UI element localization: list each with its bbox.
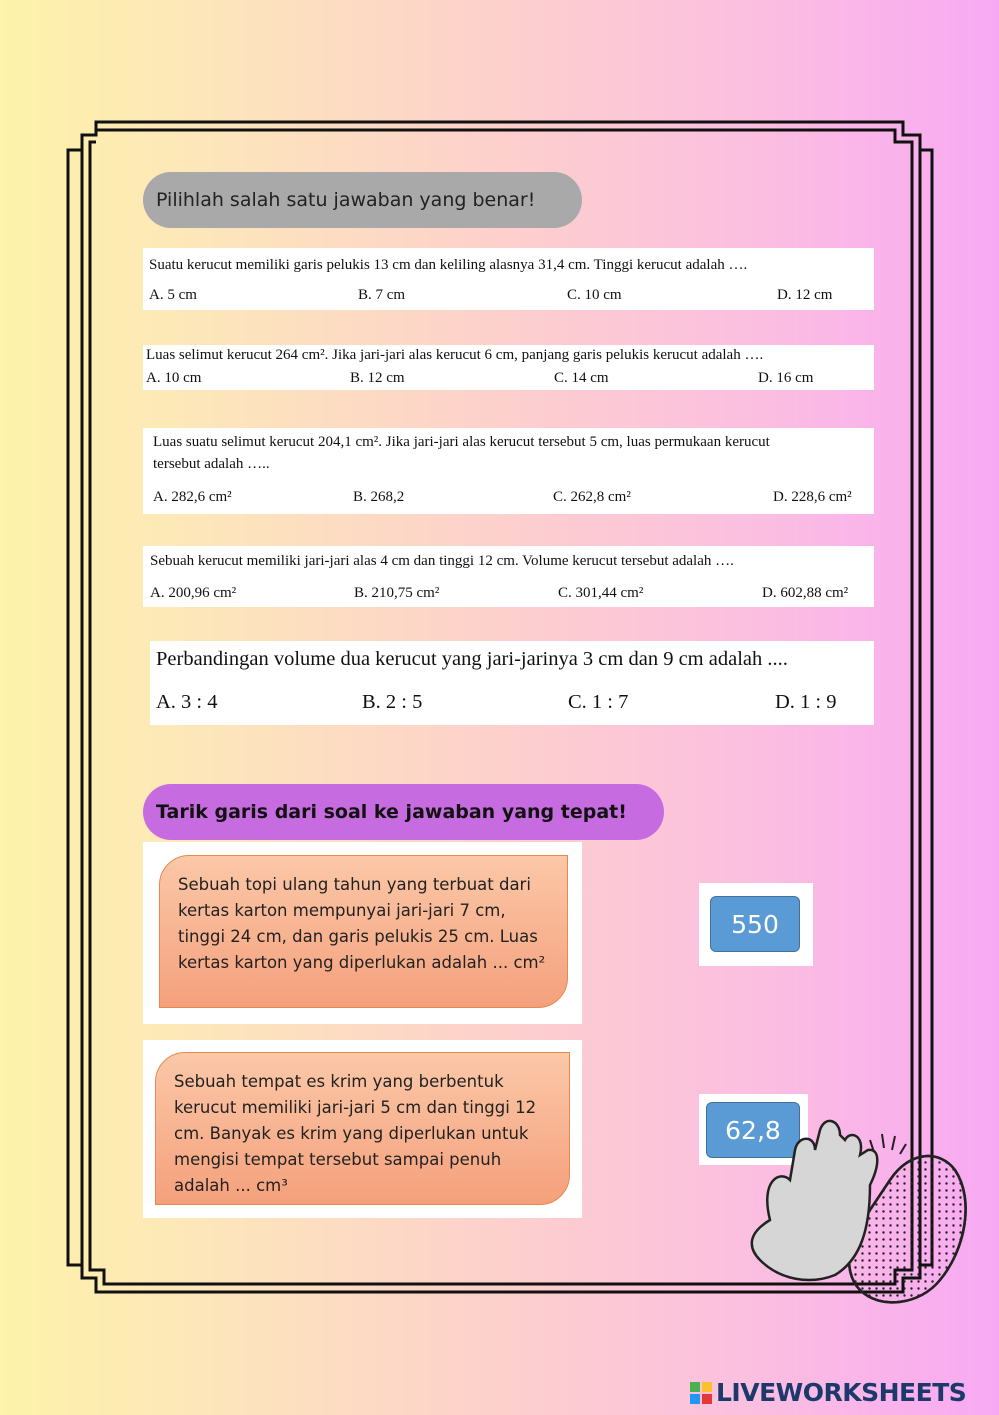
- matching-prompt-2[interactable]: Sebuah tempat es krim yang berbentuk ker…: [155, 1052, 570, 1205]
- question-text: Perbandingan volume dua kerucut yang jar…: [156, 648, 788, 670]
- answer-62-8[interactable]: 62,8: [706, 1102, 800, 1158]
- liveworksheets-logo: LIVEWORKSHEETS: [690, 1378, 967, 1407]
- logo-text: LIVEWORKSHEETS: [716, 1378, 967, 1407]
- option-b[interactable]: B. 210,75 cm²: [354, 585, 440, 601]
- question-4: Sebuah kerucut memiliki jari-jari alas 4…: [143, 546, 874, 607]
- question-3: Luas suatu selimut kerucut 204,1 cm². Ji…: [143, 428, 874, 514]
- option-d[interactable]: D. 1 : 9: [775, 691, 837, 713]
- answer-card-1: 550: [699, 883, 813, 966]
- matching-prompt-card-2: Sebuah tempat es krim yang berbentuk ker…: [143, 1040, 582, 1218]
- option-d[interactable]: D. 602,88 cm²: [762, 585, 849, 601]
- clapping-hands-icon: [750, 1119, 967, 1304]
- option-a[interactable]: A. 3 : 4: [156, 691, 218, 713]
- option-a[interactable]: A. 5 cm: [149, 287, 197, 303]
- option-b[interactable]: B. 2 : 5: [362, 691, 423, 713]
- option-a[interactable]: A. 200,96 cm²: [150, 585, 237, 601]
- option-d[interactable]: D. 16 cm: [758, 370, 814, 386]
- option-c[interactable]: C. 262,8 cm²: [553, 489, 631, 505]
- option-b[interactable]: B. 12 cm: [350, 370, 405, 386]
- option-d[interactable]: D. 228,6 cm²: [773, 489, 852, 505]
- question-text: Sebuah kerucut memiliki jari-jari alas 4…: [150, 553, 734, 569]
- question-text-line2: tersebut adalah …..: [153, 456, 270, 472]
- matching-prompt-1[interactable]: Sebuah topi ulang tahun yang terbuat dar…: [159, 855, 568, 1008]
- option-c[interactable]: C. 14 cm: [554, 370, 609, 386]
- matching-heading: Tarik garis dari soal ke jawaban yang te…: [143, 784, 664, 840]
- option-b[interactable]: B. 7 cm: [358, 287, 406, 303]
- question-text: Luas suatu selimut kerucut 204,1 cm². Ji…: [153, 434, 770, 450]
- multiple-choice-heading: Pilihlah salah satu jawaban yang benar!: [143, 172, 582, 228]
- question-text: Suatu kerucut memiliki garis pelukis 13 …: [149, 257, 748, 273]
- answer-550[interactable]: 550: [710, 896, 800, 952]
- option-c[interactable]: C. 1 : 7: [568, 691, 629, 713]
- logo-icon: [690, 1381, 712, 1404]
- question-5: Perbandingan volume dua kerucut yang jar…: [150, 641, 874, 725]
- option-d[interactable]: D. 12 cm: [777, 287, 833, 303]
- option-a[interactable]: A. 282,6 cm²: [153, 489, 232, 505]
- question-text: Luas selimut kerucut 264 cm². Jika jari-…: [146, 347, 764, 363]
- option-a[interactable]: A. 10 cm: [146, 370, 202, 386]
- option-c[interactable]: C. 10 cm: [567, 287, 622, 303]
- matching-prompt-card-1: Sebuah topi ulang tahun yang terbuat dar…: [143, 842, 582, 1024]
- option-b[interactable]: B. 268,2: [353, 489, 405, 505]
- question-1: Suatu kerucut memiliki garis pelukis 13 …: [143, 248, 874, 310]
- option-c[interactable]: C. 301,44 cm²: [558, 585, 644, 601]
- answer-card-2: 62,8: [699, 1094, 808, 1165]
- question-2: Luas selimut kerucut 264 cm². Jika jari-…: [143, 345, 874, 390]
